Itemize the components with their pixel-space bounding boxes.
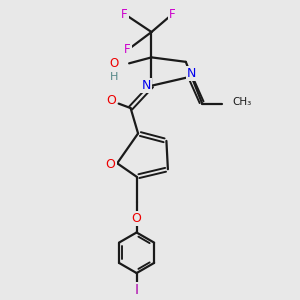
Text: F: F <box>121 8 128 21</box>
Text: N: N <box>141 79 151 92</box>
Text: O: O <box>106 94 116 107</box>
Text: O: O <box>132 212 142 225</box>
Text: F: F <box>169 8 176 21</box>
Text: N: N <box>187 67 196 80</box>
Text: I: I <box>135 284 139 297</box>
Text: H: H <box>110 72 118 82</box>
Text: F: F <box>124 44 131 56</box>
Text: CH₃: CH₃ <box>232 97 251 107</box>
Text: O: O <box>106 158 116 171</box>
Text: O: O <box>110 57 119 70</box>
